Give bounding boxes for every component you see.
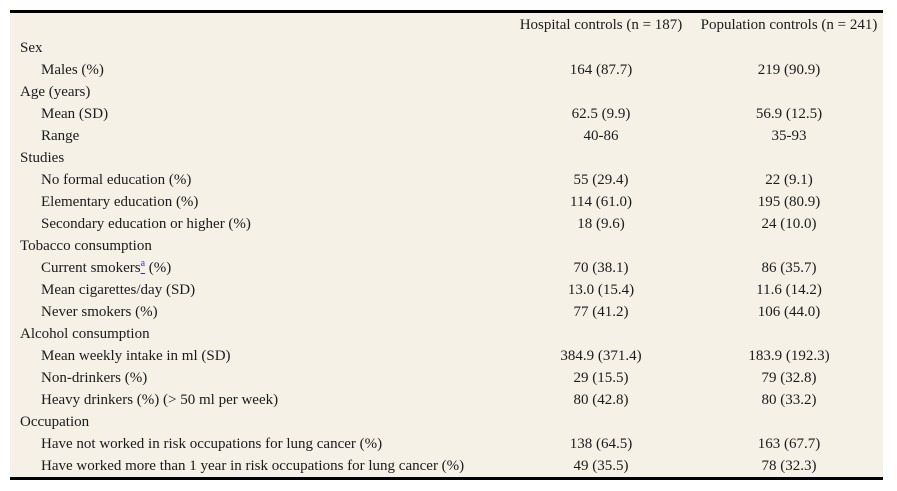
- table-row: Mean weekly intake in ml (SD) 384.9 (371.…: [10, 345, 883, 367]
- cell-value: [507, 235, 695, 257]
- cell-value: 29 (15.5): [573, 370, 629, 386]
- table-row: Never smokers (%) 77 (41.2) 106 (44.0): [10, 301, 883, 323]
- row-label: Have worked more than 1 year in risk occ…: [41, 458, 465, 474]
- category-row: Sex: [10, 37, 883, 59]
- cell-value: 49 (35.5): [573, 458, 629, 474]
- cell-value: [507, 147, 695, 169]
- row-label: Age (years): [20, 84, 91, 100]
- row-label: Secondary education or higher (%): [41, 216, 251, 232]
- row-label: Occupation: [20, 414, 90, 430]
- table-row: Current smokersa (%) 70 (38.1) 86 (35.7): [10, 257, 883, 279]
- cell-value: [695, 81, 883, 103]
- category-row: Occupation: [10, 411, 883, 433]
- cell-value: 40-86: [583, 128, 619, 144]
- row-label: Males (%): [41, 62, 104, 78]
- footnote-marker: a: [140, 258, 146, 269]
- cell-value: 18 (9.6): [577, 216, 625, 232]
- row-label: Never smokers (%): [41, 304, 158, 320]
- table-row: Elementary education (%) 114 (61.0) 195 (8…: [10, 191, 883, 213]
- cell-value: [695, 235, 883, 257]
- column-header-hospital-controls: Hospital controls (n = 187): [519, 16, 683, 33]
- footnote-a-link[interactable]: a: [140, 258, 146, 276]
- cell-value: 35-93: [771, 128, 807, 144]
- table-row: No formal education (%) 55 (29.4) 22 (9.1): [10, 169, 883, 191]
- table-row: Mean cigarettes/day (SD) 13.0 (15.4) 11.6 …: [10, 279, 883, 301]
- cell-value: 195 (80.9): [757, 194, 821, 210]
- cell-value: [695, 411, 883, 433]
- table-row: Range 40-86 35-93: [10, 125, 883, 147]
- cell-value: 22 (9.1): [765, 172, 813, 188]
- row-label: Sex: [20, 40, 43, 56]
- cell-value: 11.6 (14.2): [756, 282, 822, 298]
- row-label: Have not worked in risk occupations for …: [41, 436, 383, 452]
- row-label: Current smokersa (%): [41, 258, 172, 277]
- row-label: Elementary education (%): [41, 194, 199, 210]
- row-label: Studies: [20, 150, 65, 166]
- table-row: Secondary education or higher (%) 18 (9.6…: [10, 213, 883, 235]
- cell-value: 78 (32.3): [761, 458, 817, 474]
- cell-value: [695, 147, 883, 169]
- row-label: Tobacco consumption: [20, 238, 152, 254]
- cell-value: [507, 37, 695, 59]
- category-row: Alcohol consumption: [10, 323, 883, 345]
- row-label: Alcohol consumption: [20, 326, 150, 342]
- cell-value: 13.0 (15.4): [567, 282, 635, 298]
- cell-value: 183.9 (192.3): [748, 348, 830, 364]
- row-label: Mean (SD): [41, 106, 109, 122]
- cell-value: [695, 37, 883, 59]
- cell-value: 79 (32.8): [761, 370, 817, 386]
- cell-value: [695, 323, 883, 345]
- cell-value: 70 (38.1): [573, 260, 629, 276]
- cell-value: 138 (64.5): [569, 436, 633, 452]
- cell-value: 80 (42.8): [573, 392, 629, 408]
- cell-value: [507, 81, 695, 103]
- cell-value: 56.9 (12.5): [755, 106, 823, 122]
- table-row: Non-drinkers (%) 29 (15.5) 79 (32.8): [10, 367, 883, 389]
- table-body: Sex Males (%) 164 (87.7) 219 (90.9) Age (yea…: [10, 37, 883, 479]
- cell-value: 114 (61.0): [570, 194, 632, 210]
- row-label: Mean weekly intake in ml (SD): [41, 348, 231, 364]
- row-label: Mean cigarettes/day (SD): [41, 282, 196, 298]
- cell-value: 384.9 (371.4): [560, 348, 642, 364]
- table-row: Heavy drinkers (%) (> 50 ml per week) 80 …: [10, 389, 883, 411]
- table-row: Have worked more than 1 year in risk occ…: [10, 455, 883, 479]
- cell-value: 24 (10.0): [761, 216, 817, 232]
- table-row: Have not worked in risk occupations for …: [10, 433, 883, 455]
- cell-value: 80 (33.2): [761, 392, 817, 408]
- table-row: Mean (SD) 62.5 (9.9) 56.9 (12.5): [10, 103, 883, 125]
- controls-characteristics-table: Hospital controls (n = 187) Population c…: [10, 10, 883, 480]
- cell-value: 164 (87.7): [569, 62, 633, 78]
- row-label: Range: [41, 128, 80, 144]
- cell-value: 86 (35.7): [761, 260, 817, 276]
- cell-value: [507, 323, 695, 345]
- table-header-row: Hospital controls (n = 187) Population c…: [10, 12, 883, 38]
- cell-value: [507, 411, 695, 433]
- cell-value: 106 (44.0): [757, 304, 821, 320]
- category-row: Tobacco consumption: [10, 235, 883, 257]
- category-row: Age (years): [10, 81, 883, 103]
- row-label: Heavy drinkers (%) (> 50 ml per week): [41, 392, 279, 408]
- row-label: No formal education (%): [41, 172, 192, 188]
- cell-value: 55 (29.4): [573, 172, 629, 188]
- column-header-population-controls: Population controls (n = 241): [700, 16, 878, 33]
- empty-header-cell: [10, 12, 507, 38]
- category-row: Studies: [10, 147, 883, 169]
- cell-value: 219 (90.9): [757, 62, 821, 78]
- table-row: Males (%) 164 (87.7) 219 (90.9): [10, 59, 883, 81]
- row-label: Non-drinkers (%): [41, 370, 148, 386]
- cell-value: 62.5 (9.9): [571, 106, 631, 122]
- cell-value: 163 (67.7): [757, 436, 821, 452]
- cell-value: 77 (41.2): [573, 304, 629, 320]
